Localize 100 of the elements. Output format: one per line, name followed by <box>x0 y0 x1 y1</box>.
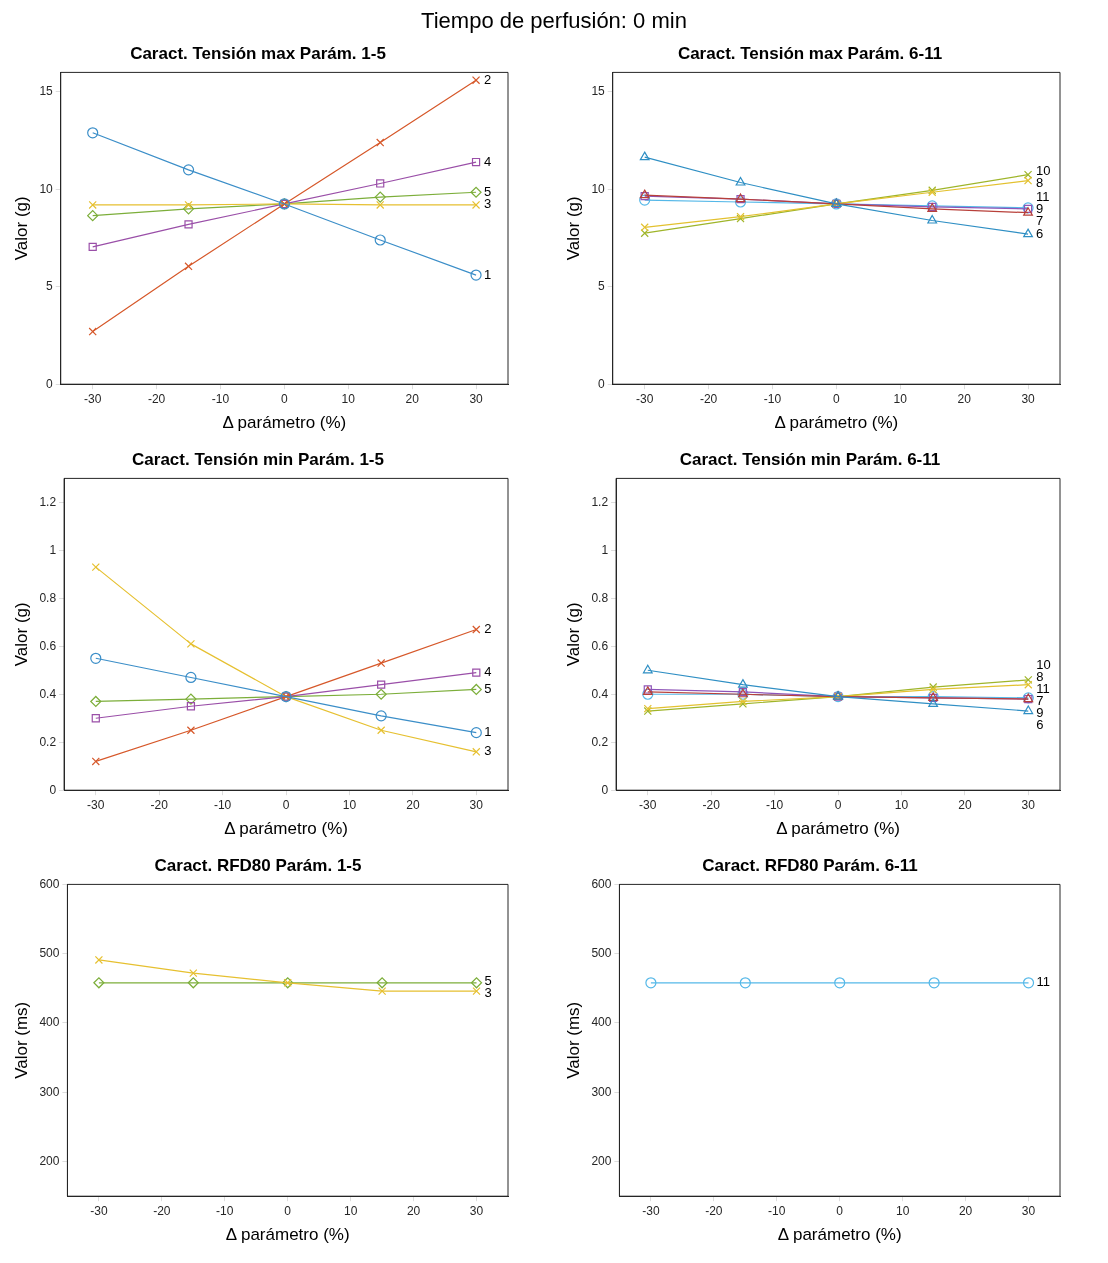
x-tick-label: 20 <box>957 391 972 406</box>
y-tick-label: 10 <box>39 181 54 196</box>
x-tick-label: 20 <box>958 797 972 812</box>
x-tick-label: 10 <box>343 1203 358 1218</box>
text: Tiempo de perfusión: 0 min <box>420 8 688 35</box>
x-tick-label: -30 <box>84 391 102 406</box>
series-label: 11 <box>1036 974 1051 990</box>
y-tick-label: 0.2 <box>591 734 609 749</box>
x-tick-label: 0 <box>836 1203 844 1218</box>
y-tick-label: 0.2 <box>39 734 57 749</box>
y-axis-title: Valor (g) <box>11 196 31 261</box>
series-label: 3 <box>484 743 492 759</box>
series-label: 2 <box>484 71 492 87</box>
chart-title: Caract. RFD80 Parám. 6-11 <box>702 855 918 875</box>
x-axis-title: Δ parámetro (%) <box>224 819 348 839</box>
x-tick-label: -20 <box>705 1203 723 1218</box>
y-tick-label: 0.8 <box>39 590 57 605</box>
x-tick-label: -20 <box>153 1203 171 1218</box>
x-tick-label: 30 <box>1021 797 1036 812</box>
chart-title: Caract. RFD80 Parám. 1-5 <box>154 855 362 875</box>
y-tick-label: 0 <box>598 376 606 391</box>
x-tick-label: 10 <box>894 797 909 812</box>
y-tick-label: 600 <box>39 876 60 891</box>
y-tick-label: 1 <box>49 542 57 557</box>
x-tick-label: 0 <box>282 797 290 812</box>
x-tick-label: -20 <box>702 797 721 812</box>
y-tick-label: 0.4 <box>39 686 57 701</box>
x-tick-label: 30 <box>469 797 484 812</box>
y-tick-label: 200 <box>39 1153 60 1168</box>
y-tick-label: 0.6 <box>39 638 57 653</box>
series-label: 1 <box>484 724 492 740</box>
y-axis-title: Valor (ms) <box>563 1001 583 1079</box>
y-tick-label: 15 <box>591 84 606 99</box>
x-axis-title: Δ parámetro (%) <box>777 1225 902 1245</box>
series-label: 2 <box>484 621 492 637</box>
y-tick-label: 1.2 <box>39 494 57 509</box>
x-tick-label: -20 <box>147 391 166 406</box>
x-tick-label: 0 <box>834 797 842 812</box>
x-tick-label: -30 <box>87 797 105 812</box>
x-tick-label: -10 <box>765 797 784 812</box>
x-tick-label: -20 <box>150 797 169 812</box>
x-tick-label: 30 <box>469 391 484 406</box>
x-tick-label: 0 <box>284 1203 292 1218</box>
chart-title: Caract. Tensión max Parám. 6-11 <box>677 43 943 63</box>
x-tick-label: 20 <box>406 797 420 812</box>
y-tick-label: 600 <box>591 876 612 891</box>
x-tick-label: -20 <box>699 391 718 406</box>
x-tick-label: 30 <box>1021 391 1036 406</box>
x-tick-label: -30 <box>639 797 657 812</box>
y-tick-label: 400 <box>591 1015 612 1030</box>
x-tick-label: -30 <box>90 1203 108 1218</box>
x-tick-label: -30 <box>636 391 654 406</box>
x-tick-label: -10 <box>211 391 230 406</box>
x-axis-title: Δ parámetro (%) <box>774 413 899 433</box>
x-tick-label: -10 <box>216 1203 234 1218</box>
x-tick-label: 10 <box>341 391 356 406</box>
x-tick-label: 10 <box>342 797 357 812</box>
y-axis-title: Valor (ms) <box>11 1001 31 1079</box>
y-tick-label: 1 <box>601 542 609 557</box>
x-tick-label: 20 <box>405 391 420 406</box>
series-label: 1 <box>484 266 492 282</box>
y-tick-label: 0 <box>46 376 54 391</box>
y-tick-label: 15 <box>39 84 54 99</box>
series-label: 4 <box>484 153 492 169</box>
y-axis-title: Valor (g) <box>563 196 583 261</box>
chart-title: Caract. Tensión max Parám. 1-5 <box>130 43 386 63</box>
x-tick-label: 10 <box>895 1203 910 1218</box>
series-label: 5 <box>484 183 492 199</box>
y-axis-title: Valor (g) <box>11 602 31 667</box>
x-axis-title: Δ parámetro (%) <box>776 819 900 839</box>
chart-title: Caract. Tensión min Parám. 1-5 <box>132 449 384 469</box>
y-tick-label: 10 <box>591 181 606 196</box>
x-tick-label: 30 <box>1021 1203 1036 1218</box>
y-tick-label: 0 <box>601 782 609 797</box>
series-label: 4 <box>484 664 492 680</box>
y-tick-label: 0.8 <box>591 590 609 605</box>
chart-title: Caract. Tensión min Parám. 6-11 <box>679 449 941 469</box>
x-axis-title: Δ parámetro (%) <box>222 413 347 433</box>
x-tick-label: -10 <box>768 1203 786 1218</box>
x-tick-label: 10 <box>893 391 908 406</box>
y-tick-label: 500 <box>39 946 60 960</box>
x-axis-title: Δ parámetro (%) <box>225 1225 350 1245</box>
y-tick-label: 0.6 <box>591 638 609 653</box>
series-label: 5 <box>484 681 492 697</box>
y-tick-label: 300 <box>591 1084 612 1099</box>
y-tick-label: 500 <box>591 946 612 960</box>
y-tick-label: 1.2 <box>591 494 609 509</box>
x-tick-label: -10 <box>763 391 782 406</box>
x-tick-label: -10 <box>213 797 232 812</box>
y-tick-label: 0 <box>49 782 57 797</box>
y-axis-title: Valor (g) <box>563 602 583 667</box>
x-tick-label: 0 <box>281 391 289 406</box>
y-tick-label: 0.4 <box>591 686 609 701</box>
series-label: 3 <box>484 196 492 212</box>
x-tick-label: 30 <box>469 1203 484 1218</box>
x-tick-label: 0 <box>833 391 841 406</box>
y-tick-label: 5 <box>598 279 606 294</box>
x-tick-label: 20 <box>958 1203 973 1218</box>
y-tick-label: 200 <box>591 1153 612 1168</box>
y-tick-label: 5 <box>46 279 54 294</box>
